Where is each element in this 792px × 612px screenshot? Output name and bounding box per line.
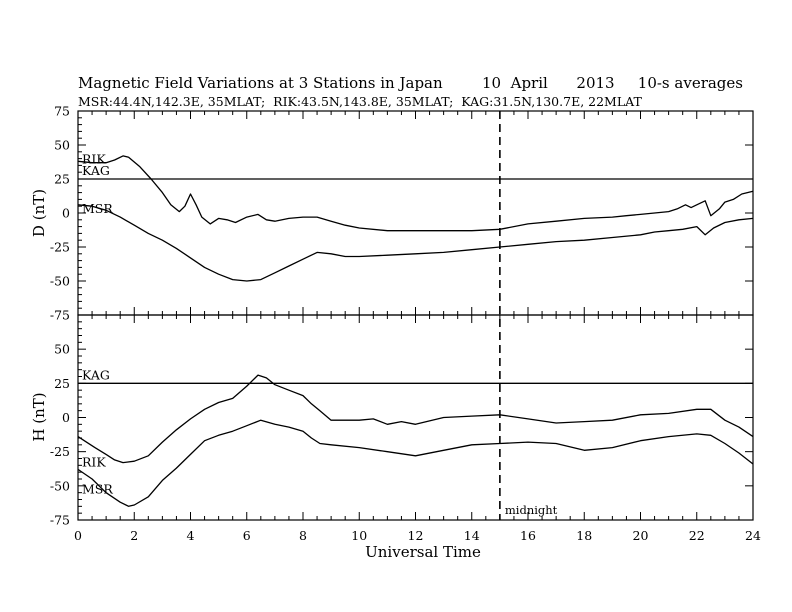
chart-date: 10 April 2013 (482, 74, 615, 92)
chart-title: Magnetic Field Variations at 3 Stations … (78, 74, 443, 92)
x-tick-label: 6 (243, 528, 251, 543)
x-tick-label: 18 (576, 528, 592, 543)
series-label-kag: KAG (82, 367, 110, 382)
y-tick-label: -50 (50, 274, 70, 289)
x-axis-label: Universal Time (365, 543, 481, 561)
y-tick-label: 50 (54, 138, 70, 153)
y-tick-label: -75 (50, 513, 70, 528)
x-tick-label: 8 (299, 528, 307, 543)
x-tick-label: 16 (520, 528, 536, 543)
x-tick-label: 4 (187, 528, 195, 543)
series-label-msr: MSR (82, 201, 113, 216)
y-tick-label: 50 (54, 342, 70, 357)
y-tick-label: -25 (50, 444, 70, 459)
x-tick-label: 10 (351, 528, 367, 543)
x-tick-label: 0 (74, 528, 82, 543)
series-line-rik (77, 155, 754, 232)
y-tick-label: -50 (50, 478, 70, 493)
x-tick-label: 24 (745, 528, 761, 543)
x-tick-label: 12 (408, 528, 424, 543)
series-label-rik: RIK (82, 455, 106, 470)
y-tick-label: -75 (50, 308, 70, 323)
panel-h-ylabel: H (nT) (30, 392, 48, 441)
series-label-msr: MSR (82, 481, 113, 496)
y-tick-label: 0 (62, 410, 70, 425)
y-tick-label: 75 (54, 104, 70, 119)
y-tick-label: -25 (50, 240, 70, 255)
x-tick-label: 22 (689, 528, 705, 543)
chart-averaging: 10-s averages (638, 74, 743, 92)
x-tick-label: 2 (130, 528, 138, 543)
x-ticks-group: 0 2 4 6 8 10 12 14 16 18 20 22 24 (74, 111, 761, 543)
y-ticks-group: 75 50 25 0 -25 -50 -75 50 25 0 -25 -50 -75 (50, 104, 753, 528)
midnight-label: midnight (505, 503, 558, 517)
series-label-kag: KAG (82, 163, 110, 178)
x-tick-label: 20 (633, 528, 649, 543)
panel-d-ylabel: D (nT) (30, 189, 48, 237)
series-line-rik (77, 374, 754, 464)
y-tick-label: 0 (62, 206, 70, 221)
y-tick-label: 25 (54, 172, 70, 187)
x-tick-label: 14 (464, 528, 480, 543)
series-line-msr (77, 204, 754, 282)
series-label-rik: RIK (82, 151, 106, 166)
y-tick-label: 25 (54, 376, 70, 391)
series-line-msr (77, 419, 754, 507)
stations-line: MSR:44.4N,142.3E, 35MLAT; RIK:43.5N,143.… (78, 94, 642, 109)
panel-h-frame (77, 314, 754, 521)
